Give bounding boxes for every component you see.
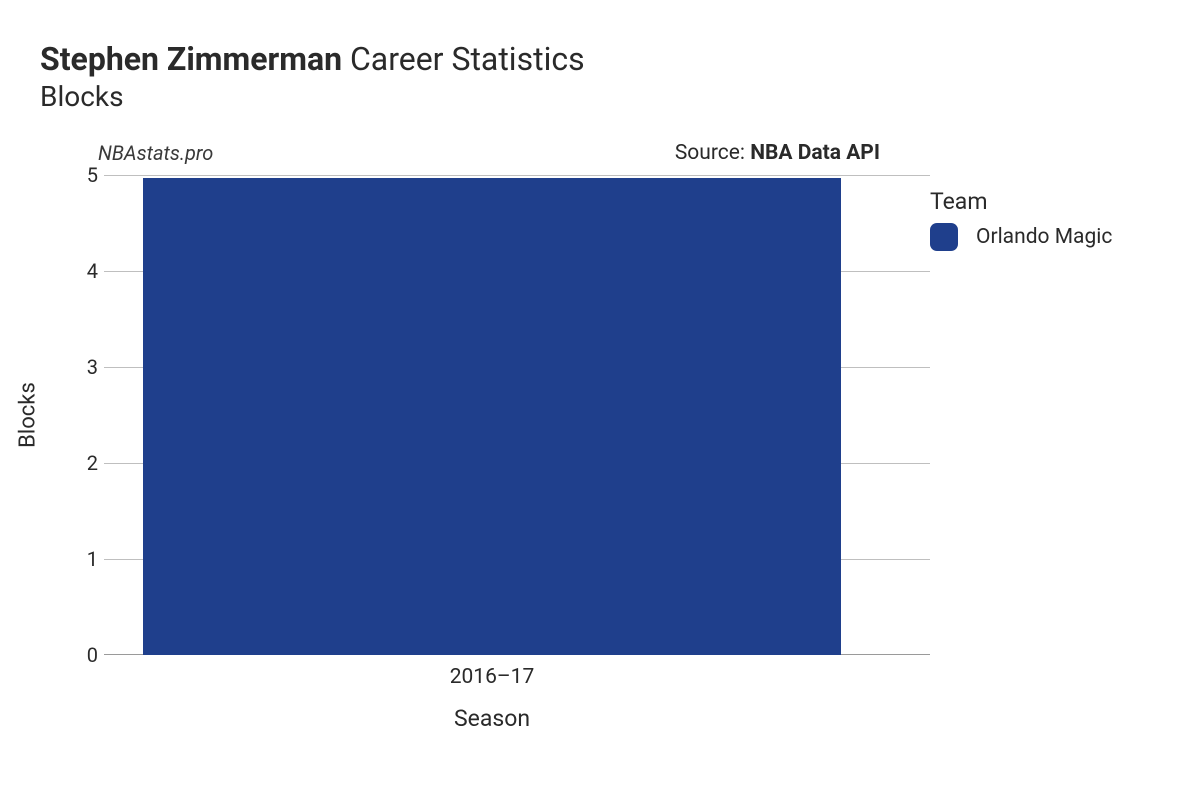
legend-item-label: Orlando Magic — [976, 225, 1112, 249]
grid-line — [104, 175, 930, 176]
watermark-text: NBAstats.pro — [98, 141, 213, 165]
meta-row: NBAstats.pro Source: NBA Data API — [40, 141, 1160, 169]
chart-title: Stephen Zimmerman Career Statistics — [40, 40, 1160, 78]
y-axis-label: Blocks — [16, 383, 41, 449]
y-tick-label: 0 — [87, 643, 98, 667]
y-tick-label: 2 — [87, 451, 98, 475]
legend-title: Team — [930, 188, 1160, 215]
bar — [143, 178, 841, 655]
y-tick-label: 5 — [87, 163, 98, 187]
x-axis-label: Season — [454, 705, 530, 732]
legend-swatch — [930, 223, 958, 251]
source-name: NBA Data API — [750, 141, 880, 165]
legend-item: Orlando Magic — [930, 223, 1160, 251]
x-tick-label: 2016–17 — [450, 665, 535, 689]
y-axis: Blocks 012345 — [40, 175, 104, 655]
title-player-name: Stephen Zimmerman — [40, 40, 342, 78]
chart-subtitle: Blocks — [40, 80, 1160, 113]
plot-area: Season 2016–17 — [104, 175, 880, 655]
plot-wrap: Blocks 012345 Season 2016–17 — [40, 175, 1160, 715]
source-prefix: Source: — [675, 141, 750, 165]
source-attribution: Source: NBA Data API — [675, 141, 880, 165]
y-tick-label: 1 — [87, 547, 98, 571]
title-suffix: Career Statistics — [350, 40, 585, 78]
y-tick-label: 3 — [87, 355, 98, 379]
y-tick-label: 4 — [87, 259, 98, 283]
chart-container: Stephen Zimmerman Career Statistics Bloc… — [0, 0, 1200, 800]
legend: Team Orlando Magic — [930, 188, 1160, 251]
